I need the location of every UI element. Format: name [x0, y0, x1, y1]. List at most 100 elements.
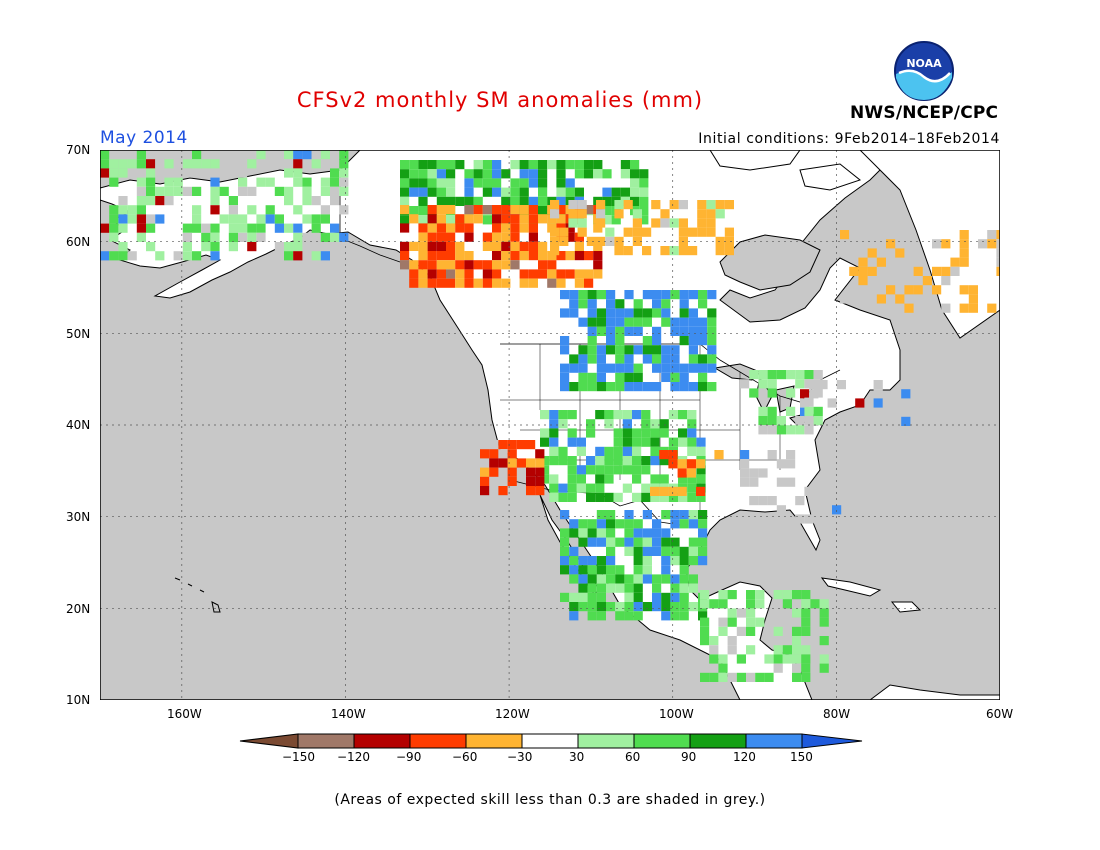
- anomaly-cell: [792, 672, 802, 682]
- anomaly-cell: [633, 299, 643, 309]
- anomaly-cell: [700, 636, 710, 646]
- anomaly-cell: [767, 388, 777, 398]
- anomaly-cell: [670, 519, 680, 529]
- anomaly-cell: [482, 160, 492, 170]
- anomaly-cell: [698, 290, 708, 300]
- anomaly-cell: [455, 223, 465, 233]
- anomaly-cell: [652, 336, 662, 346]
- anomaly-cell: [311, 223, 321, 233]
- anomaly-cell: [593, 160, 603, 170]
- anomaly-cell: [565, 178, 575, 188]
- anomaly-cell: [409, 206, 419, 216]
- anomaly-cell: [596, 363, 606, 373]
- anomaly-cell: [776, 459, 786, 469]
- anomaly-cell: [642, 565, 652, 575]
- anomaly-cell: [670, 574, 680, 584]
- anomaly-cell: [604, 456, 614, 466]
- anomaly-cell: [550, 246, 560, 256]
- anomaly-cell: [574, 169, 584, 179]
- legend-color-boxes: [239, 733, 863, 749]
- anomaly-cell: [678, 428, 688, 438]
- legend-tick: 30: [569, 750, 585, 764]
- anomaly-cell: [678, 200, 688, 210]
- anomaly-cell: [492, 205, 502, 215]
- anomaly-cell: [642, 574, 652, 584]
- anomaly-cell: [624, 354, 634, 364]
- anomaly-cell: [547, 214, 557, 224]
- anomaly-cell: [606, 537, 616, 547]
- anomaly-cell: [659, 486, 669, 496]
- anomaly-cell: [755, 617, 765, 627]
- anomaly-cell: [330, 150, 340, 160]
- anomaly-cell: [302, 186, 312, 196]
- anomaly-cell: [804, 406, 814, 416]
- anomaly-cell: [578, 574, 588, 584]
- anomaly-cell: [813, 379, 823, 389]
- anomaly-cell: [804, 397, 814, 407]
- anomaly-cell: [492, 251, 502, 261]
- anomaly-cell: [813, 406, 823, 416]
- anomaly-cell: [535, 449, 545, 459]
- anomaly-cell: [813, 370, 823, 380]
- anomaly-cell: [661, 290, 671, 300]
- anomaly-cell: [418, 223, 428, 233]
- anomaly-cell: [661, 354, 671, 364]
- legend-color-box: [297, 733, 355, 749]
- anomaly-cell: [651, 200, 661, 210]
- anomaly-cell: [813, 416, 823, 426]
- anomaly-cell: [792, 663, 802, 673]
- anomaly-cell: [436, 278, 446, 288]
- anomaly-cell: [595, 446, 605, 456]
- anomaly-cell: [418, 232, 428, 242]
- anomaly-cell: [688, 510, 698, 520]
- anomaly-cell: [547, 278, 557, 288]
- anomaly-cell: [678, 474, 688, 484]
- anomaly-cell: [311, 196, 321, 206]
- anomaly-cell: [265, 214, 275, 224]
- anomaly-cell: [587, 528, 597, 538]
- anomaly-cell: [578, 602, 588, 612]
- lat-label-50n: 50N: [66, 327, 91, 341]
- anomaly-cell: [700, 599, 710, 609]
- anomaly-cell: [501, 241, 511, 251]
- anomaly-cell: [565, 223, 575, 233]
- anomaly-cell: [320, 205, 330, 215]
- anomaly-cell: [652, 290, 662, 300]
- lon-label-120w: 120W: [495, 707, 530, 721]
- anomaly-cell: [795, 514, 805, 524]
- anomaly-cell: [698, 611, 708, 621]
- anomaly-cell: [558, 492, 568, 502]
- anomaly-cell: [526, 486, 536, 496]
- anomaly-cell: [613, 456, 623, 466]
- anomaly-cell: [727, 608, 737, 618]
- anomaly-cell: [464, 196, 474, 206]
- anomaly-cell: [904, 285, 914, 295]
- anomaly-cell: [519, 269, 529, 279]
- anomaly-cell: [578, 519, 588, 529]
- anomaly-cell: [604, 419, 614, 429]
- anomaly-cell: [746, 599, 756, 609]
- anomaly-cell: [567, 456, 577, 466]
- anomaly-cell: [670, 382, 680, 392]
- legend-color-box: [745, 733, 803, 749]
- anomaly-cell: [418, 260, 428, 270]
- anomaly-cell: [668, 437, 678, 447]
- anomaly-cell: [293, 177, 303, 187]
- anomaly-cell: [873, 380, 883, 390]
- anomaly-cell: [801, 654, 811, 664]
- anomaly-cell: [109, 251, 119, 261]
- anomaly-cell: [670, 556, 680, 566]
- anomaly-cell: [801, 672, 811, 682]
- anomaly-cell: [549, 456, 559, 466]
- anomaly-cell: [679, 382, 689, 392]
- anomaly-cell: [567, 437, 577, 447]
- anomaly-cell: [670, 592, 680, 602]
- anomaly-cell: [668, 450, 678, 460]
- anomaly-cell: [633, 519, 643, 529]
- anomaly-cell: [615, 583, 625, 593]
- anomaly-cell: [687, 410, 697, 420]
- anomaly-cell: [641, 419, 651, 429]
- anomaly-cell: [697, 209, 707, 219]
- anomaly-cell: [118, 196, 128, 206]
- anomaly-cell: [446, 215, 456, 225]
